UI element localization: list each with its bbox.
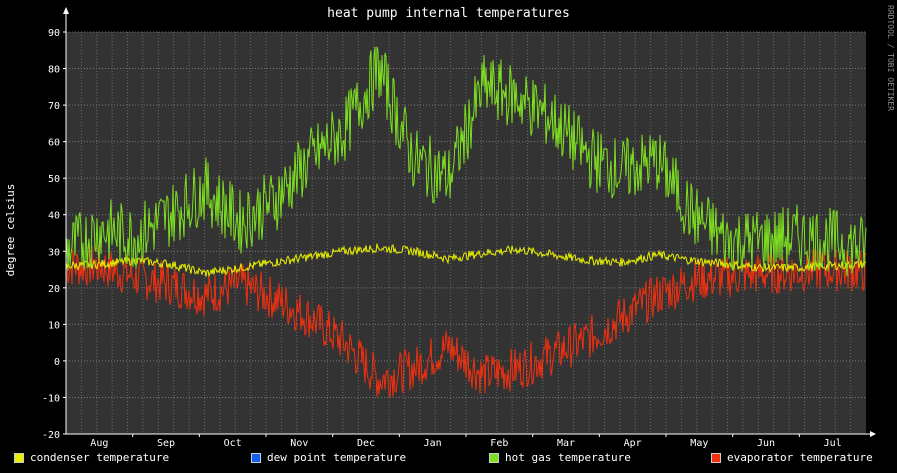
x-tick-label: Jan	[424, 438, 442, 449]
chart-title: heat pump internal temperatures	[327, 6, 570, 21]
y-tick-label: 90	[48, 28, 60, 39]
y-tick-label: 40	[48, 211, 60, 222]
x-tick-label: Oct	[224, 438, 242, 449]
legend-label-evaporator: evaporator temperature	[727, 451, 873, 464]
legend-item-condenser: condenser temperature	[14, 451, 169, 464]
legend-swatch-dew-point	[251, 452, 261, 463]
legend-label-dew-point: dew point temperature	[267, 451, 407, 464]
x-tick-label: Nov	[290, 438, 308, 449]
y-tick-label: 20	[48, 284, 60, 295]
legend-swatch-hot-gas	[489, 452, 499, 463]
y-tick-label: 30	[48, 247, 60, 258]
y-tick-label: 80	[48, 65, 60, 76]
legend-label-hot-gas: hot gas temperature	[505, 451, 631, 464]
y-axis-arrow	[63, 7, 69, 14]
y-tick-label: 10	[48, 320, 60, 331]
x-tick-label: Jun	[757, 438, 775, 449]
legend-swatch-evaporator	[711, 452, 721, 463]
y-tick-label: -10	[42, 393, 60, 404]
x-tick-label: Jul	[824, 438, 842, 449]
legend-swatch-condenser	[14, 452, 24, 463]
x-tick-label: May	[690, 438, 708, 449]
y-tick-label: 0	[54, 357, 60, 368]
legend: condenser temperature dew point temperat…	[0, 451, 897, 469]
series-line-3	[65, 243, 867, 398]
x-tick-label: Mar	[557, 438, 575, 449]
y-tick-label: -20	[42, 430, 60, 441]
series-layer	[65, 46, 867, 398]
rrdtool-watermark: RRDTOOL / TOBI OETIKER	[886, 5, 895, 111]
axis-layer: -20 -10 0 10 20 30 40 50 60 70 80 90 Aug Sep Oct Nov Dec…	[42, 7, 876, 449]
grid-layer	[66, 31, 866, 434]
y-tick-label: 60	[48, 138, 60, 149]
x-tick-label: Feb	[490, 438, 508, 449]
x-tick-label: Apr	[624, 438, 642, 449]
legend-item-dew-point: dew point temperature	[251, 451, 406, 464]
y-tick-label: 70	[48, 101, 60, 112]
legend-label-condenser: condenser temperature	[30, 451, 170, 464]
x-tick-label: Aug	[90, 438, 108, 449]
series-line-2	[65, 46, 867, 277]
legend-item-hot-gas: hot gas temperature	[489, 451, 631, 464]
x-tick-label: Dec	[357, 438, 375, 449]
x-axis-arrow	[870, 431, 876, 437]
y-tick-label: 50	[48, 174, 60, 185]
legend-item-evaporator: evaporator temperature	[711, 451, 873, 464]
x-tick-label: Sep	[157, 438, 175, 449]
